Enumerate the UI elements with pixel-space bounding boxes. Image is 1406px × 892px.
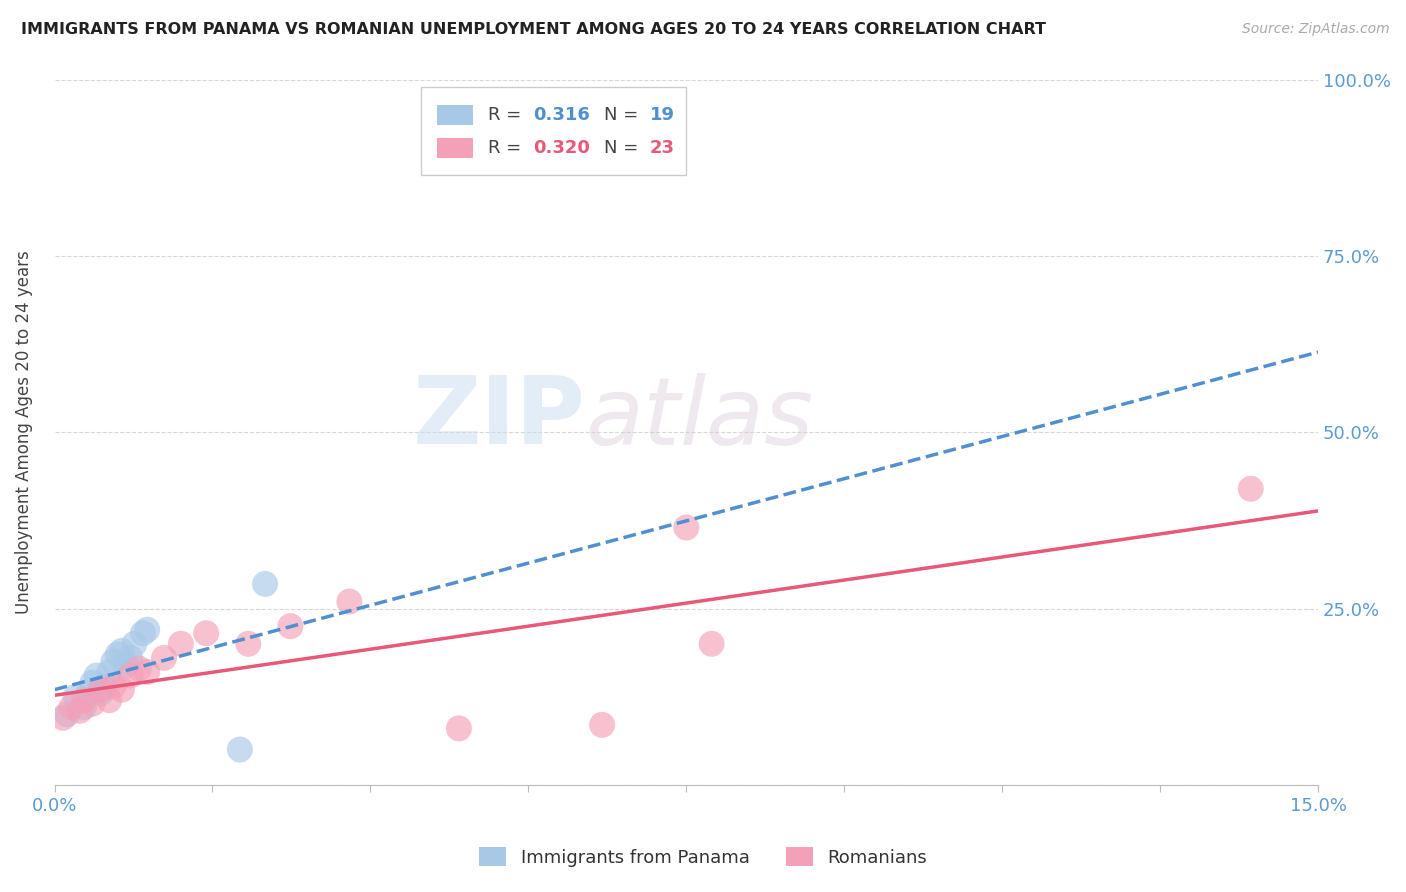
Point xyxy=(115,657,138,672)
Text: atlas: atlas xyxy=(585,373,814,464)
Text: 0.316: 0.316 xyxy=(533,106,591,124)
Point xyxy=(120,651,142,665)
Text: IMMIGRANTS FROM PANAMA VS ROMANIAN UNEMPLOYMENT AMONG AGES 20 TO 24 YEARS CORREL: IMMIGRANTS FROM PANAMA VS ROMANIAN UNEMP… xyxy=(21,22,1046,37)
Text: N =: N = xyxy=(605,139,644,157)
Point xyxy=(107,648,129,662)
Point xyxy=(103,679,125,693)
Point xyxy=(591,718,613,732)
Point xyxy=(132,626,155,640)
Point xyxy=(52,711,75,725)
Point xyxy=(229,742,252,756)
Text: R =: R = xyxy=(488,106,527,124)
Text: Source: ZipAtlas.com: Source: ZipAtlas.com xyxy=(1241,22,1389,37)
Point xyxy=(124,637,146,651)
Point xyxy=(238,637,260,651)
Point xyxy=(700,637,723,651)
Text: 0.320: 0.320 xyxy=(533,139,591,157)
Point xyxy=(280,619,302,633)
FancyBboxPatch shape xyxy=(437,138,472,158)
Point xyxy=(73,700,96,714)
Point xyxy=(128,661,150,675)
Point xyxy=(73,693,96,707)
Point xyxy=(90,682,112,697)
FancyBboxPatch shape xyxy=(437,105,472,125)
FancyBboxPatch shape xyxy=(420,87,686,175)
Point xyxy=(254,577,277,591)
Point xyxy=(195,626,218,640)
Point xyxy=(65,690,87,704)
Text: 19: 19 xyxy=(650,106,675,124)
Point xyxy=(120,668,142,682)
Point xyxy=(136,623,159,637)
Point xyxy=(1240,482,1263,496)
Point xyxy=(60,700,83,714)
Point xyxy=(90,686,112,700)
Point xyxy=(447,722,470,736)
Point xyxy=(77,686,100,700)
Point xyxy=(337,594,360,608)
Point xyxy=(94,679,117,693)
Point xyxy=(86,668,108,682)
Point xyxy=(56,707,79,722)
Point xyxy=(111,644,134,658)
Text: 23: 23 xyxy=(650,139,675,157)
Point xyxy=(82,675,104,690)
Point xyxy=(675,520,697,534)
Point xyxy=(98,665,121,679)
Point xyxy=(69,704,91,718)
Point xyxy=(170,637,193,651)
Point xyxy=(103,655,125,669)
Point xyxy=(153,651,176,665)
Text: R =: R = xyxy=(488,139,527,157)
Point xyxy=(98,693,121,707)
Point xyxy=(111,682,134,697)
Point xyxy=(82,697,104,711)
Y-axis label: Unemployment Among Ages 20 to 24 years: Unemployment Among Ages 20 to 24 years xyxy=(15,251,32,615)
Text: N =: N = xyxy=(605,106,644,124)
Point xyxy=(136,665,159,679)
Legend: Immigrants from Panama, Romanians: Immigrants from Panama, Romanians xyxy=(472,840,934,874)
Text: ZIP: ZIP xyxy=(412,372,585,464)
